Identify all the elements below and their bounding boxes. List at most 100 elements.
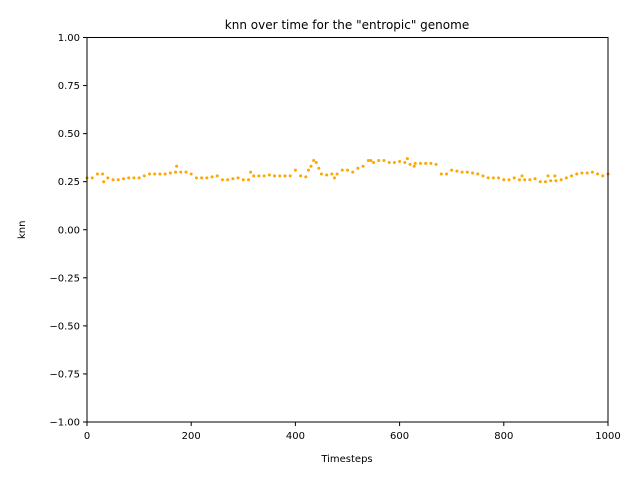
data-point [543,180,547,184]
data-point [325,173,329,177]
data-point [184,170,188,174]
data-point [142,174,146,178]
x-axis-label: Timesteps [320,454,372,465]
data-point [356,166,360,170]
data-point [200,176,204,180]
data-point [424,161,428,165]
data-point [372,160,376,164]
data-point [486,176,490,180]
x-axis: 0 200 400 600 800 1000 [84,422,621,442]
data-point [412,164,416,168]
data-point [247,178,251,182]
x-tick-label: 400 [286,431,305,442]
data-point [220,178,224,182]
data-point [481,174,485,178]
data-point [507,178,511,182]
data-point [553,174,557,178]
data-point [174,170,178,174]
x-tick-label: 800 [494,431,513,442]
data-point [366,159,370,163]
data-point [528,178,532,182]
data-point [590,170,594,174]
data-point [299,174,303,178]
data-point [262,174,266,178]
data-point [132,176,136,180]
data-point [267,173,271,177]
data-point [387,160,391,164]
data-point [317,166,321,170]
data-point [523,178,527,182]
data-point [497,176,501,180]
y-tick-label: 0.25 [58,177,80,188]
data-point [512,176,516,180]
data-point [520,174,524,178]
y-tick-label: 1.00 [58,33,80,44]
data-point [538,180,542,184]
data-point [413,161,417,165]
data-point [382,159,386,163]
data-point [533,177,537,181]
y-tick-label: 0.00 [58,225,80,236]
data-point [332,176,336,180]
data-point [491,176,495,180]
data-point [95,172,99,176]
x-tick-label: 1000 [595,431,620,442]
data-point [293,168,297,172]
data-point [392,160,396,164]
data-point [340,168,344,172]
y-tick-label: −0.75 [49,369,80,380]
data-point [312,159,316,163]
data-point [306,168,310,172]
data-point [189,172,193,176]
x-tick-label: 200 [182,431,201,442]
data-point [116,178,120,182]
y-axis: −1.00 −0.75 −0.50 −0.25 0.00 0.25 0.50 0.75 1.00 [49,33,87,429]
data-point [106,176,110,180]
data-point [121,177,125,181]
data-points-layer [85,157,610,184]
data-point [564,176,568,180]
data-point [460,170,464,174]
data-point [405,157,409,161]
data-point [546,174,550,178]
data-point [175,164,179,168]
data-point [90,176,94,180]
data-point [102,180,106,184]
data-point [249,170,253,174]
data-point [273,174,277,178]
data-point [252,174,256,178]
data-point [596,172,600,176]
data-point [278,174,282,178]
data-point [194,176,198,180]
data-point [408,162,412,166]
data-point [111,178,115,182]
data-point [127,176,131,180]
data-point [502,178,506,182]
data-point [369,159,373,163]
data-point [241,178,245,182]
data-point [257,174,261,178]
data-point [575,172,579,176]
data-point [549,179,553,183]
data-point [137,176,141,180]
y-tick-label: −0.50 [49,321,80,332]
data-point [398,160,402,164]
data-point [314,160,318,164]
data-point [377,159,381,163]
data-point [418,161,422,165]
data-point [179,170,183,174]
data-point [444,172,448,176]
data-point [168,171,172,175]
data-point [559,178,563,182]
data-point [346,168,349,172]
y-axis-label: knn [17,221,28,239]
data-point [439,172,443,176]
data-point [570,174,574,178]
data-point [601,174,605,178]
data-point [455,169,459,173]
data-point [403,160,407,164]
data-point [283,174,287,178]
data-point [101,172,105,176]
data-point [236,176,240,180]
